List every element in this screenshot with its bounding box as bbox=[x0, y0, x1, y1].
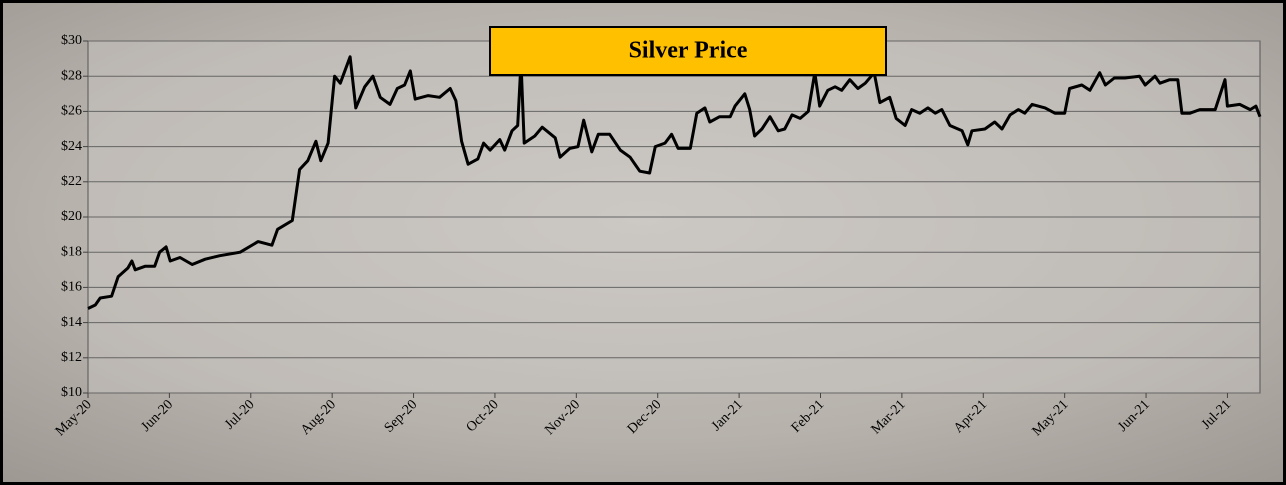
chart-title: Silver Price bbox=[629, 38, 748, 64]
y-tick-label: $16 bbox=[61, 280, 82, 295]
y-tick-label: $14 bbox=[61, 315, 82, 330]
y-tick-label: $10 bbox=[61, 385, 82, 400]
y-tick-label: $20 bbox=[61, 209, 82, 224]
y-tick-label: $18 bbox=[61, 244, 82, 259]
y-tick-label: $22 bbox=[61, 174, 82, 189]
y-tick-label: $24 bbox=[61, 139, 82, 154]
title-box bbox=[489, 26, 887, 76]
y-tick-label: $12 bbox=[61, 350, 82, 365]
y-tick-label: $28 bbox=[61, 68, 82, 83]
y-tick-label: $30 bbox=[61, 33, 82, 48]
price-line bbox=[87, 55, 1262, 310]
y-tick-label: $26 bbox=[61, 104, 82, 119]
